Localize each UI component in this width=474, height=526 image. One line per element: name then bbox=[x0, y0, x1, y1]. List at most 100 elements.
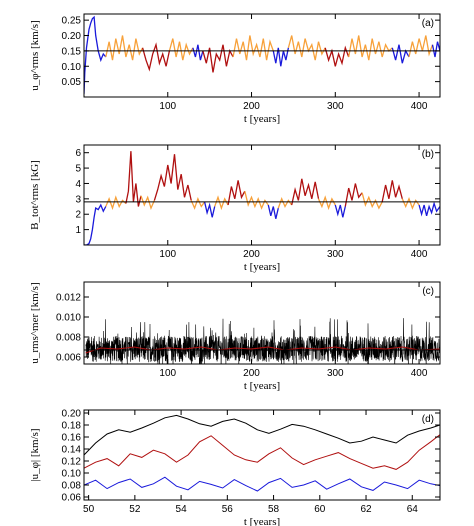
x-tick-label: 52 bbox=[129, 504, 141, 515]
series-segment bbox=[391, 44, 410, 64]
y-tick-label: 3 bbox=[75, 194, 81, 205]
series-segment bbox=[381, 180, 403, 203]
y-tick-label: 2 bbox=[75, 210, 81, 221]
y-tick-label: 0.10 bbox=[62, 469, 82, 480]
series-segment bbox=[84, 203, 107, 245]
y-tick-label: 0.25 bbox=[62, 16, 82, 27]
x-tick-label: 100 bbox=[159, 368, 176, 379]
panel-2: 100 200 300 400 0.006 0.008 0.010 0.012 (c) t [ye… bbox=[29, 281, 441, 392]
panel-1: 100 200 300 400 1 2 3 4 5 6 (b) t [years] B_tot^rms … bbox=[29, 144, 441, 273]
y-tick-label: 0.15 bbox=[62, 46, 82, 57]
y-tick-label: 1 bbox=[75, 225, 81, 236]
y-tick-label: 0.20 bbox=[62, 409, 82, 420]
x-tick-label: 50 bbox=[83, 504, 95, 515]
series-segment bbox=[244, 191, 269, 210]
y-tick-label: 0.20 bbox=[62, 31, 82, 42]
series-segment bbox=[190, 197, 206, 210]
series-segment bbox=[348, 35, 393, 61]
x-tick-label: 58 bbox=[268, 504, 280, 515]
y-tick-label: 0.14 bbox=[62, 445, 82, 456]
y-tick-label: 0.18 bbox=[62, 421, 82, 432]
series-segment bbox=[202, 44, 234, 73]
y-tick-label: 5 bbox=[75, 164, 81, 175]
series-segment bbox=[125, 151, 142, 207]
series-segment bbox=[203, 201, 216, 218]
plot-frame bbox=[83, 144, 441, 246]
y-tick-label: 0.12 bbox=[62, 457, 82, 468]
series-segment bbox=[401, 197, 420, 210]
x-tick-label: 400 bbox=[411, 368, 428, 379]
series-segment bbox=[84, 15, 107, 94]
series-segment bbox=[105, 195, 127, 211]
series-segment bbox=[361, 192, 383, 210]
plot-frame bbox=[83, 13, 441, 98]
x-tick-label: 300 bbox=[327, 101, 344, 112]
x-axis-label: t [years] bbox=[244, 380, 280, 392]
y-tick-label: 0.006 bbox=[56, 353, 81, 364]
series-segment bbox=[105, 35, 144, 61]
series-segment bbox=[272, 47, 290, 67]
series-segment bbox=[344, 183, 363, 207]
series-segment bbox=[192, 44, 204, 61]
y-axis-label: B_tot^rms [kG] bbox=[29, 160, 41, 230]
x-tick-label: 100 bbox=[159, 249, 176, 260]
series-segment bbox=[287, 35, 326, 61]
series-segment bbox=[408, 35, 434, 58]
y-axis-label: u_rms^mer [km/s] bbox=[29, 282, 41, 363]
data-layer bbox=[84, 15, 440, 94]
data-layer bbox=[84, 414, 440, 492]
y-axis-label: u_φ^rms [km/s] bbox=[29, 20, 41, 90]
x-tick-label: 400 bbox=[411, 101, 428, 112]
data-layer bbox=[85, 318, 440, 364]
plot-frame bbox=[83, 409, 441, 501]
x-tick-label: 200 bbox=[243, 101, 260, 112]
series-segment bbox=[317, 195, 336, 211]
series-segment bbox=[168, 38, 194, 61]
x-tick-label: 64 bbox=[407, 504, 419, 515]
panel-label: (a) bbox=[422, 18, 434, 29]
x-tick-label: 200 bbox=[243, 368, 260, 379]
series-segment bbox=[153, 154, 192, 201]
series-segment bbox=[141, 42, 171, 72]
x-axis-label: t [years] bbox=[244, 516, 280, 526]
y-tick-label: 0.010 bbox=[56, 313, 81, 324]
series-segment bbox=[232, 35, 274, 61]
panel-3: 50 52 54 56 58 60 62 64 0.060.080.100.120.140.16… bbox=[29, 409, 441, 526]
series-segment bbox=[277, 197, 293, 209]
x-tick-label: 100 bbox=[159, 101, 176, 112]
y-tick-label: 0.008 bbox=[56, 333, 81, 344]
y-tick-label: 0.012 bbox=[56, 293, 81, 304]
y-tick-label: 0.08 bbox=[62, 481, 82, 492]
x-tick-label: 62 bbox=[360, 504, 372, 515]
series-segment bbox=[291, 178, 320, 206]
x-tick-label: 56 bbox=[222, 504, 234, 515]
series-segment bbox=[431, 41, 440, 58]
series-segment bbox=[267, 204, 279, 219]
data-layer bbox=[84, 151, 440, 245]
y-tick-label: 0.06 bbox=[62, 493, 82, 504]
y-tick-label: 0.16 bbox=[62, 433, 82, 444]
series-segment bbox=[334, 204, 346, 218]
noisy-series-line bbox=[85, 318, 440, 364]
panel-label: (b) bbox=[422, 149, 434, 160]
panel-label: (d) bbox=[422, 414, 434, 425]
y-tick-label: 4 bbox=[75, 179, 81, 190]
smooth-series-line bbox=[85, 346, 440, 354]
plot-frame bbox=[83, 281, 441, 365]
series-line bbox=[84, 476, 440, 492]
series-segment bbox=[227, 180, 246, 206]
y-tick-label: 6 bbox=[75, 148, 81, 159]
series-segment bbox=[418, 201, 440, 217]
x-axis-label: t [years] bbox=[244, 113, 280, 125]
x-tick-label: 60 bbox=[314, 504, 326, 515]
series-line bbox=[84, 434, 440, 470]
y-tick-label: 0.05 bbox=[62, 77, 82, 88]
series-segment bbox=[214, 195, 229, 211]
x-tick-label: 300 bbox=[327, 368, 344, 379]
x-tick-label: 54 bbox=[176, 504, 188, 515]
series-segment bbox=[324, 45, 350, 67]
y-tick-label: 0.10 bbox=[62, 62, 82, 73]
x-tick-label: 300 bbox=[327, 249, 344, 260]
x-tick-label: 200 bbox=[243, 249, 260, 260]
x-axis-label: t [years] bbox=[244, 261, 280, 273]
